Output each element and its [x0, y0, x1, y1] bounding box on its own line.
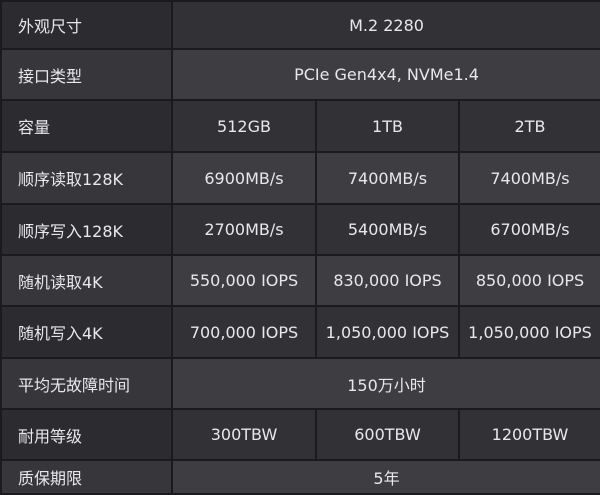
row-label: 耐用等级	[0, 408, 173, 461]
row-value-merged: PCIe Gen4x4, NVMe1.4	[171, 48, 600, 101]
spec-row-rand-read: 随机读取4K 550,000 IOPS 830,000 IOPS 850,000…	[0, 254, 600, 307]
row-value-512gb: 512GB	[171, 99, 317, 153]
spec-row-dimensions: 外观尺寸 M.2 2280	[0, 0, 600, 50]
row-value-2tb: 7400MB/s	[458, 151, 600, 205]
row-label: 随机读取4K	[0, 254, 173, 307]
row-label: 质保期限	[0, 459, 173, 495]
row-value-512gb: 2700MB/s	[171, 203, 317, 256]
spec-row-seq-read: 顺序读取128K 6900MB/s 7400MB/s 7400MB/s	[0, 151, 600, 205]
row-label: 接口类型	[0, 48, 173, 101]
row-label: 随机写入4K	[0, 305, 173, 359]
row-value-2tb: 1,050,000 IOPS	[458, 305, 600, 359]
row-value-1tb: 600TBW	[315, 408, 460, 461]
row-value-1tb: 7400MB/s	[315, 151, 460, 205]
spec-row-interface: 接口类型 PCIe Gen4x4, NVMe1.4	[0, 48, 600, 101]
row-value-512gb: 300TBW	[171, 408, 317, 461]
row-value-512gb: 6900MB/s	[171, 151, 317, 205]
row-value-2tb: 6700MB/s	[458, 203, 600, 256]
row-value-merged: 5年	[171, 459, 600, 495]
row-label: 外观尺寸	[0, 0, 173, 50]
row-label: 顺序写入128K	[0, 203, 173, 256]
spec-row-capacity: 容量 512GB 1TB 2TB	[0, 99, 600, 153]
spec-row-rand-write: 随机写入4K 700,000 IOPS 1,050,000 IOPS 1,050…	[0, 305, 600, 359]
row-value-2tb: 850,000 IOPS	[458, 254, 600, 307]
spec-row-mtbf: 平均无故障时间 150万小时	[0, 357, 600, 410]
row-value-merged: M.2 2280	[171, 0, 600, 50]
row-value-1tb: 1,050,000 IOPS	[315, 305, 460, 359]
row-label: 顺序读取128K	[0, 151, 173, 205]
row-value-512gb: 700,000 IOPS	[171, 305, 317, 359]
row-value-merged: 150万小时	[171, 357, 600, 410]
spec-row-seq-write: 顺序写入128K 2700MB/s 5400MB/s 6700MB/s	[0, 203, 600, 256]
row-value-1tb: 5400MB/s	[315, 203, 460, 256]
spec-row-warranty: 质保期限 5年	[0, 459, 600, 495]
row-label: 平均无故障时间	[0, 357, 173, 410]
row-label: 容量	[0, 99, 173, 153]
row-value-512gb: 550,000 IOPS	[171, 254, 317, 307]
row-value-1tb: 1TB	[315, 99, 460, 153]
row-value-1tb: 830,000 IOPS	[315, 254, 460, 307]
spec-row-endurance: 耐用等级 300TBW 600TBW 1200TBW	[0, 408, 600, 461]
row-value-2tb: 1200TBW	[458, 408, 600, 461]
row-value-2tb: 2TB	[458, 99, 600, 153]
